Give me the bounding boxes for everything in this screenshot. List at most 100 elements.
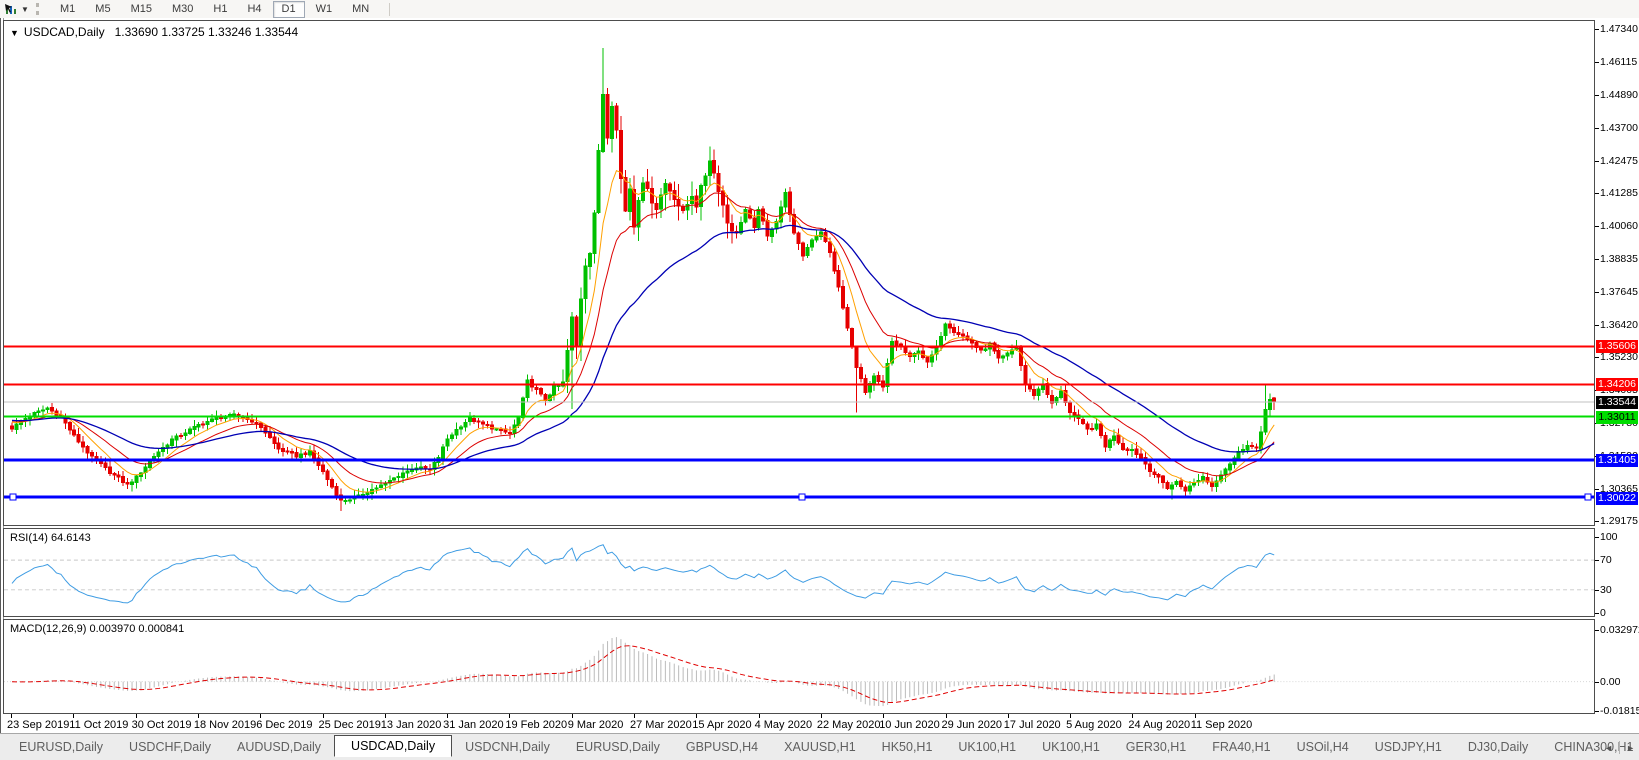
price-tick-label: 1.41285 [1600, 187, 1638, 199]
price-tick-label-tickmark [1595, 62, 1599, 64]
tab-eurusd-daily[interactable]: EURUSD,Daily [575, 740, 660, 754]
price-tick-label-tickmark [1595, 160, 1599, 162]
chart-tabs-bar: EURUSD,Daily USDCHF,Daily AUDUSD,Daily USDC… [0, 733, 1639, 760]
chart-cursor-icon[interactable] [3, 2, 19, 16]
date-label: 23 Sep 2019 [7, 719, 70, 731]
price-tick-label-tickmark [1595, 259, 1599, 261]
timeframe-button-w1[interactable]: W1 [315, 2, 333, 15]
tab-uk100-h1[interactable]: UK100,H1 [1042, 740, 1100, 754]
tab-china300-h1[interactable]: CHINA300,H1 [1554, 740, 1634, 754]
macd-tick-label-tickmark [1595, 630, 1599, 632]
line-handle-0[interactable] [9, 493, 17, 501]
date-tickmark [1194, 714, 1196, 718]
macd-label: MACD(12,26,9) 0.003970 0.000841 [10, 623, 185, 635]
macd-indicator-pane[interactable]: MACD(12,26,9) 0.003970 0.000841 [3, 619, 1595, 714]
timeframe-button-m1[interactable]: M1 [60, 2, 76, 15]
price-tick-label: 1.47340 [1600, 23, 1638, 35]
timeframe-button-d1[interactable]: D1 [272, 0, 305, 18]
price-axis[interactable]: 1.47340 1.46115 1.44890 1.43700 1.42475 1.412… [1595, 20, 1639, 732]
tab-uk100-h1[interactable]: UK100,H1 [958, 740, 1017, 754]
toolbar-grip[interactable] [36, 3, 44, 15]
line-price-label-1.33011: 1.33011 [1596, 410, 1638, 424]
rsi-tick-label-tickmark [1595, 537, 1599, 538]
timeframe-button-m5[interactable]: M5 [95, 2, 111, 15]
moving-average-ma-slow [11, 224, 1275, 470]
timeframe-button-h1[interactable]: H1 [213, 2, 228, 15]
date-tickmark [11, 714, 12, 718]
price-tick-label: 1.44890 [1600, 89, 1638, 102]
tab-gbpusd-h4[interactable]: GBPUSD,H4 [685, 740, 759, 754]
rsi-tick-label: 70 [1600, 553, 1612, 566]
bear-candle-wicks [11, 88, 1275, 511]
tab-hk50-h1[interactable]: HK50,H1 [881, 740, 933, 754]
price-tick-label-tickmark [1595, 95, 1599, 97]
tab-scroll-left-icon[interactable]: ◄ [1604, 742, 1614, 753]
price-tick-label: 1.40060 [1600, 220, 1638, 233]
date-label: 11 Sep 2020 [1190, 719, 1253, 731]
price-tick-label-tickmark [1595, 488, 1599, 490]
tab-usdchf-daily[interactable]: USDCHF,Daily [129, 740, 211, 754]
date-tickmark [571, 714, 573, 718]
toolbar-separator [389, 2, 391, 16]
date-label: 25 Dec 2019 [318, 719, 381, 731]
timeframe-button-mn[interactable]: MN [352, 2, 370, 15]
price-tick-label: 1.29175 [1600, 514, 1638, 527]
tab-usdcad-daily[interactable]: USDCAD,Daily [334, 735, 453, 757]
macd-tick-label: 0.032972 [1600, 624, 1639, 637]
line-price-label-1.34206: 1.34206 [1596, 378, 1638, 392]
rsi-tick-label: 100 [1600, 531, 1618, 543]
rsi-line [11, 544, 1275, 604]
chart-title: ▼ USDCAD,Daily 1.33690 1.33725 1.33246 1.3… [10, 25, 298, 39]
timeframe-button-m30[interactable]: M30 [171, 2, 194, 15]
tab-scroll-right-icon[interactable]: ► [1626, 742, 1635, 753]
collapse-arrow-icon[interactable]: ▼ [10, 28, 19, 38]
dropdown-caret-icon[interactable]: ▼ [21, 4, 29, 14]
timeframe-button-h4[interactable]: H4 [247, 2, 262, 15]
rsi-label: RSI(14) 64.6143 [10, 532, 91, 544]
timeframe-button-m15[interactable]: M15 [130, 2, 152, 15]
date-tickmark [447, 714, 449, 718]
tab-ger30-h1[interactable]: GER30,H1 [1125, 740, 1187, 754]
rsi-indicator-pane[interactable]: RSI(14) 64.6143 [3, 528, 1595, 617]
line-handle-1[interactable] [798, 493, 806, 501]
date-tickmark [696, 714, 698, 718]
tab-fra40-h1[interactable]: FRA40,H1 [1212, 740, 1271, 754]
price-chart-pane[interactable]: ▼ USDCAD,Daily 1.33690 1.33725 1.33246 1.3… [3, 20, 1595, 526]
price-tick-label-tickmark [1595, 520, 1599, 522]
date-label: 10 Jun 2020 [879, 719, 940, 731]
rsi-tick-label: 0 [1600, 607, 1606, 619]
line-price-label-1.30022: 1.30022 [1596, 491, 1638, 505]
date-label: 19 Feb 2020 [505, 719, 568, 731]
tab-xauusd-h1[interactable]: XAUUSD,H1 [784, 740, 856, 754]
price-tick-label: 1.36420 [1600, 318, 1638, 331]
moving-average-ma-fast [11, 170, 1275, 493]
price-tick-label: 1.37645 [1600, 285, 1638, 298]
tab-usdjpy-h1[interactable]: USDJPY,H1 [1374, 740, 1442, 754]
date-label: 31 Jan 2020 [443, 719, 504, 731]
tab-usdcnh-daily[interactable]: USDCNH,Daily [465, 740, 550, 754]
price-tick-label-tickmark [1595, 324, 1599, 326]
tab-audusd-daily[interactable]: AUDUSD,Daily [237, 740, 322, 754]
date-tickmark [509, 714, 511, 718]
macd-tick-label-tickmark [1595, 710, 1599, 712]
price-tick-label: 1.38835 [1600, 253, 1638, 266]
date-tickmark [73, 714, 75, 718]
price-tick-label-tickmark [1595, 127, 1599, 129]
price-tick-label: 1.42475 [1600, 154, 1638, 167]
date-label: 13 Jan 2020 [380, 719, 442, 731]
line-price-label-1.31405: 1.31405 [1596, 454, 1638, 467]
macd-tick-label: 0.00 [1600, 676, 1621, 688]
chart-symbol-label: USDCAD,Daily [23, 25, 105, 39]
tab-usoil-h4[interactable]: USOil,H4 [1296, 740, 1349, 754]
date-tickmark [260, 714, 262, 718]
bear-candle-bodies [9, 94, 1277, 501]
date-label: 4 May 2020 [754, 719, 813, 731]
tab-dj30-daily[interactable]: DJ30,Daily [1467, 740, 1529, 754]
line-handle-2[interactable] [1584, 493, 1592, 501]
price-tick-label: 1.43700 [1600, 121, 1638, 134]
tab-eurusd-daily[interactable]: EURUSD,Daily [19, 740, 104, 754]
time-axis[interactable]: 23 Sep 2019 11 Oct 2019 30 Oct 2019 18 Nov … [3, 714, 1595, 733]
price-tick-label-tickmark [1595, 291, 1599, 293]
timeframe-button-group: M1 M5 M15 M30 H1 H4 D1 W1 MN [50, 0, 379, 18]
